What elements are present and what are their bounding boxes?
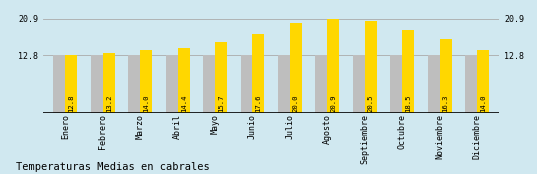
Bar bbox=[278, 55, 290, 113]
Bar bbox=[440, 39, 452, 113]
Bar bbox=[365, 21, 376, 113]
Bar bbox=[290, 23, 302, 113]
Bar bbox=[390, 55, 402, 113]
Bar bbox=[91, 55, 103, 113]
Bar bbox=[166, 55, 178, 113]
Bar bbox=[241, 55, 252, 113]
Text: 13.2: 13.2 bbox=[106, 94, 112, 112]
Bar bbox=[353, 55, 365, 113]
Bar bbox=[66, 55, 77, 113]
Text: 14.0: 14.0 bbox=[480, 94, 486, 112]
Text: 12.8: 12.8 bbox=[68, 94, 75, 112]
Text: 14.4: 14.4 bbox=[180, 94, 187, 112]
Text: 20.5: 20.5 bbox=[368, 94, 374, 112]
Bar bbox=[54, 55, 66, 113]
Text: 18.5: 18.5 bbox=[405, 94, 411, 112]
Bar bbox=[128, 55, 140, 113]
Text: 17.6: 17.6 bbox=[256, 94, 262, 112]
Bar bbox=[427, 55, 440, 113]
Text: 20.9: 20.9 bbox=[330, 94, 336, 112]
Bar bbox=[178, 48, 190, 113]
Bar bbox=[477, 50, 489, 113]
Bar bbox=[252, 34, 264, 113]
Bar bbox=[315, 55, 328, 113]
Bar bbox=[328, 19, 339, 113]
Text: 15.7: 15.7 bbox=[218, 94, 224, 112]
Bar bbox=[140, 50, 152, 113]
Bar bbox=[402, 30, 414, 113]
Text: 16.3: 16.3 bbox=[442, 94, 448, 112]
Text: Temperaturas Medias en cabrales: Temperaturas Medias en cabrales bbox=[16, 162, 210, 172]
Text: 20.0: 20.0 bbox=[293, 94, 299, 112]
Bar bbox=[215, 42, 227, 113]
Text: 14.0: 14.0 bbox=[143, 94, 149, 112]
Bar bbox=[103, 53, 115, 113]
Bar bbox=[465, 55, 477, 113]
Bar bbox=[203, 55, 215, 113]
